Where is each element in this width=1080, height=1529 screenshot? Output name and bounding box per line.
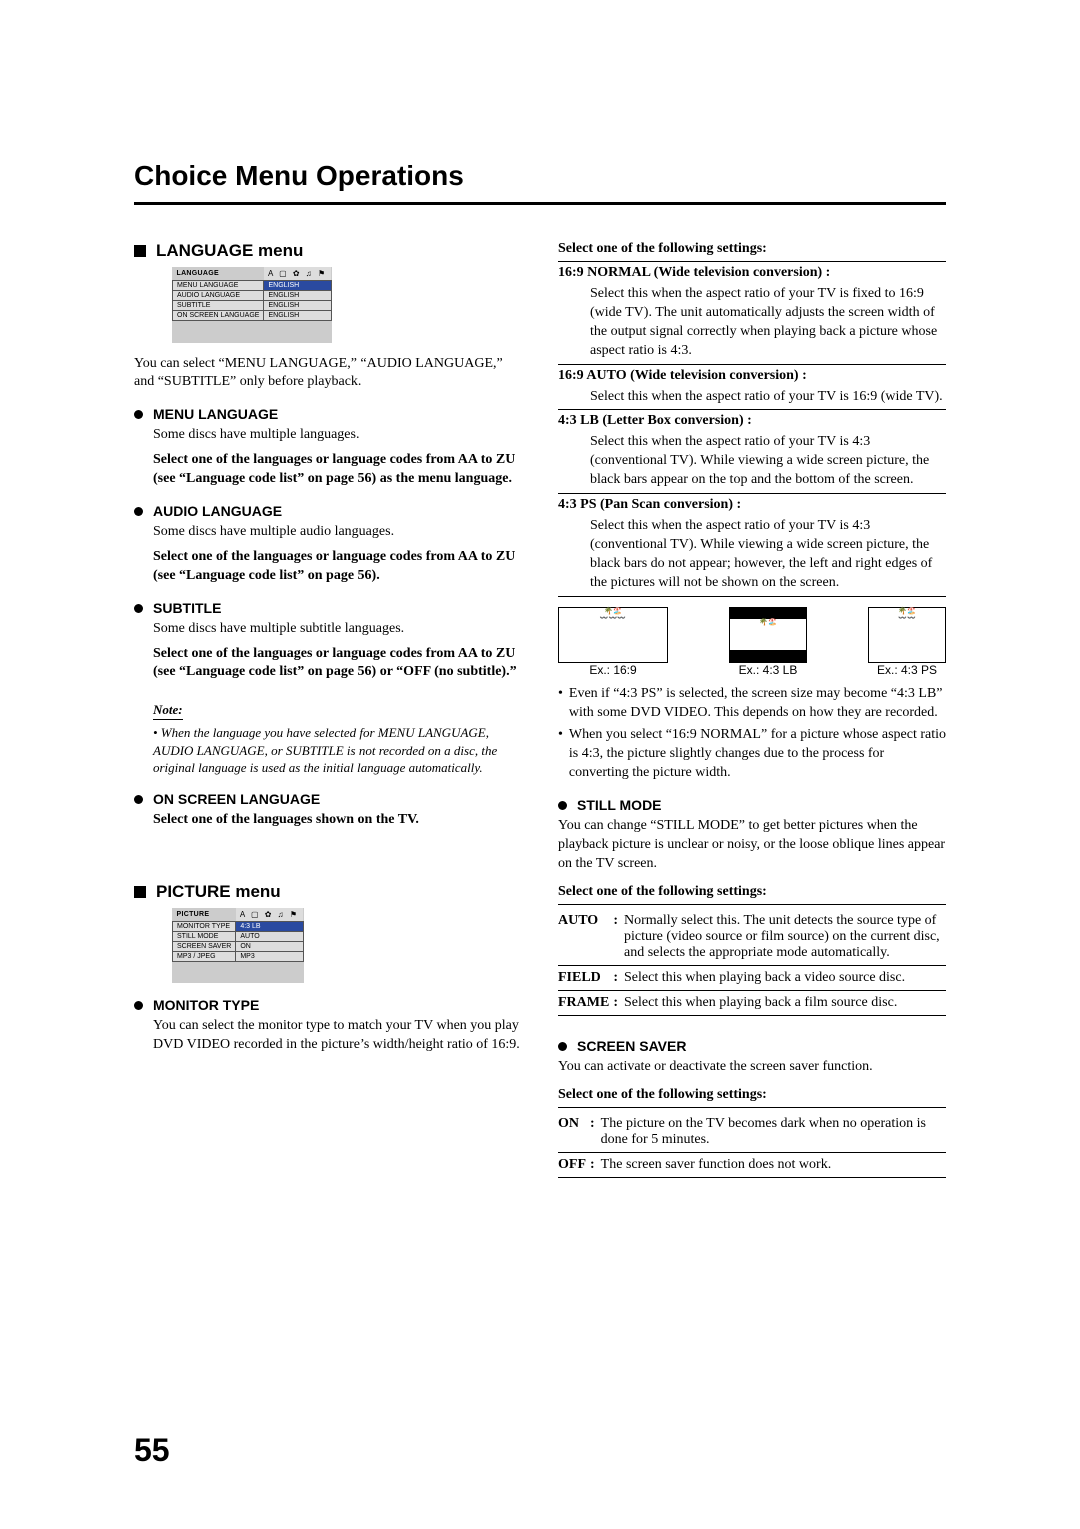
fig-row-value: 4:3 LB [236,921,303,931]
palm-icon: 🌴🏖️ [730,618,806,651]
saver-select: Select one of the following settings: [558,1087,946,1103]
bullet-item: •Even if “4:3 PS” is selected, the scree… [558,685,946,723]
still-mode-body: You can change “STILL MODE” to get bette… [558,817,946,874]
language-intro: You can select “MENU LANGUAGE,” “AUDIO L… [134,355,522,393]
option-body: Select this when the aspect ratio of you… [590,388,946,407]
fig-row-value: ENGLISH [264,291,331,301]
separator [558,1107,946,1108]
note-heading: Note: [153,702,183,720]
fig-row-label: SUBTITLE [173,301,264,311]
bullet-icon [134,795,143,804]
fig-row-label: MONITOR TYPE [173,921,236,931]
page-number: 55 [134,1432,170,1469]
separator [558,596,946,597]
menu-language-heading: MENU LANGUAGE [134,406,522,422]
picture-menu-figure: PICTURE A ▢ ✿ ♫ ⚑ MONITOR TYPE4:3 LB STI… [172,908,522,984]
table-row: ON:The picture on the TV becomes dark wh… [558,1112,946,1153]
still-mode-table: AUTO:Normally select this. The unit dete… [558,909,946,1016]
left-column: LANGUAGE menu LANGUAGE A ▢ ✿ ♫ ⚑ MENU LA… [134,241,522,1178]
table-row: FRAME:Select this when playing back a fi… [558,990,946,1015]
table-row: FIELD:Select this when playing back a vi… [558,965,946,990]
fig-header: PICTURE [173,908,236,922]
fig-row-value: ENGLISH [264,301,331,311]
bullet-icon [134,410,143,419]
bullet-item: •When you select “16:9 NORMAL” for a pic… [558,726,946,783]
separator [558,261,946,262]
audio-language-body: Some discs have multiple audio languages… [153,523,522,542]
fig-row-label: ON SCREEN LANGUAGE [173,311,264,321]
fig-row-value: ENGLISH [264,311,331,321]
subtitle-bold: Select one of the languages or language … [153,645,522,683]
fig-icons: A ▢ ✿ ♫ ⚑ [264,267,331,281]
aspect-figure: 🌴🏖️〰️〰️ Ex.: 4:3 PS [868,607,946,677]
square-icon [134,245,146,257]
palm-icon: 🌴🏖️〰️〰️〰️ [559,608,667,662]
fig-row-value: AUTO [236,931,303,941]
fig-row-label: SCREEN SAVER [173,941,236,951]
content-columns: LANGUAGE menu LANGUAGE A ▢ ✿ ♫ ⚑ MENU LA… [134,241,946,1178]
aspect-figure: 🌴🏖️〰️〰️〰️ Ex.: 16:9 [558,607,668,677]
square-icon [134,886,146,898]
screen-saver-body: You can activate or deactivate the scree… [558,1058,946,1077]
onscreen-language-heading: ON SCREEN LANGUAGE [134,791,522,807]
bullet-icon [134,604,143,613]
screen-saver-heading: SCREEN SAVER [558,1038,946,1054]
table-row: OFF:The screen saver function does not w… [558,1152,946,1177]
separator [558,364,946,365]
aspect-figure: 🌴🏖️ Ex.: 4:3 LB [729,607,807,677]
table-row: AUTO:Normally select this. The unit dete… [558,909,946,966]
aspect-ratio-figures: 🌴🏖️〰️〰️〰️ Ex.: 16:9 🌴🏖️ Ex.: 4:3 LB 🌴🏖️〰… [558,607,946,677]
onscreen-language-bold: Select one of the languages shown on the… [153,811,522,830]
fig-header: LANGUAGE [173,267,264,281]
palm-icon: 🌴🏖️〰️〰️ [880,608,935,662]
option-heading: 4:3 PS (Pan Scan conversion) : [558,497,946,513]
picture-menu-heading: PICTURE menu [134,882,522,902]
fig-icons: A ▢ ✿ ♫ ⚑ [236,908,303,922]
language-menu-heading-text: LANGUAGE menu [156,241,303,261]
bullet-icon [558,801,567,810]
picture-menu-heading-text: PICTURE menu [156,882,281,902]
fig-row-label: MENU LANGUAGE [173,281,264,291]
option-body: Select this when the aspect ratio of you… [590,433,946,490]
fig-row-value: ENGLISH [264,281,331,291]
option-body: Select this when the aspect ratio of you… [590,517,946,593]
bullet-icon [558,1042,567,1051]
audio-language-bold: Select one of the languages or language … [153,548,522,586]
separator [558,493,946,494]
bullet-icon [134,1001,143,1010]
fig-row-label: AUDIO LANGUAGE [173,291,264,301]
screen-saver-table: ON:The picture on the TV becomes dark wh… [558,1112,946,1178]
fig-row-label: MP3 / JPEG [173,951,236,961]
language-menu-heading: LANGUAGE menu [134,241,522,261]
aspect-label: Ex.: 16:9 [558,663,668,677]
monitor-type-body: You can select the monitor type to match… [153,1017,522,1055]
aspect-label: Ex.: 4:3 PS [868,663,946,677]
menu-language-bold: Select one of the languages or language … [153,451,522,489]
aspect-label: Ex.: 4:3 LB [729,663,807,677]
fig-row-value: MP3 [236,951,303,961]
separator [558,409,946,410]
note-body: • When the language you have selected fo… [153,724,522,777]
separator [558,904,946,905]
language-menu-figure: LANGUAGE A ▢ ✿ ♫ ⚑ MENU LANGUAGEENGLISH … [172,267,522,343]
option-heading: 16:9 AUTO (Wide television conversion) : [558,368,946,384]
monitor-type-heading: MONITOR TYPE [134,997,522,1013]
still-select: Select one of the following settings: [558,884,946,900]
fig-row-value: ON [236,941,303,951]
option-body: Select this when the aspect ratio of you… [590,285,946,361]
bullet-icon [134,507,143,516]
fig-row-label: STILL MODE [173,931,236,941]
title-rule [134,202,946,205]
subtitle-body: Some discs have multiple subtitle langua… [153,620,522,639]
subtitle-heading: SUBTITLE [134,600,522,616]
right-column: Select one of the following settings: 16… [558,241,946,1178]
menu-language-body: Some discs have multiple languages. [153,426,522,445]
option-heading: 16:9 NORMAL (Wide television conversion)… [558,265,946,281]
select-one-heading: Select one of the following settings: [558,241,946,257]
page-title: Choice Menu Operations [134,160,946,192]
option-heading: 4:3 LB (Letter Box conversion) : [558,413,946,429]
audio-language-heading: AUDIO LANGUAGE [134,503,522,519]
still-mode-heading: STILL MODE [558,797,946,813]
